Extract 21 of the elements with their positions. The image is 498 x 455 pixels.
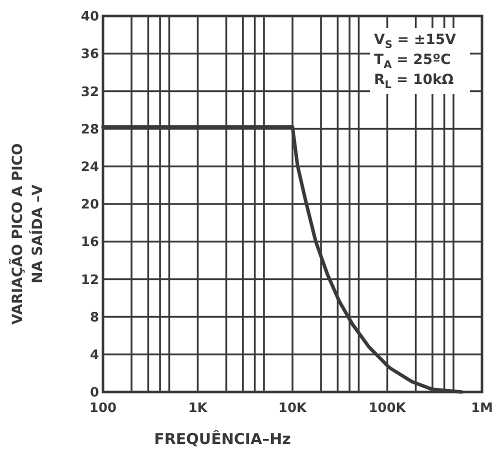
- y-tick-label: 8: [90, 310, 99, 326]
- x-tick-label: 1K: [188, 401, 208, 416]
- y-tick-label: 36: [80, 47, 99, 62]
- y-tick-label: 28: [80, 122, 99, 138]
- y-tick-label: 40: [80, 10, 99, 25]
- y-tick-label: 4: [90, 348, 99, 363]
- y-tick-label: 24: [80, 160, 99, 175]
- y-tick-label: 0: [90, 386, 99, 401]
- y-tick-label: 12: [80, 272, 99, 288]
- x-axis-title: FREQUÊNCIA–Hz: [154, 430, 292, 448]
- y-axis-title: VARIAÇÃO PICO A PICO NA SAÍDA –V: [8, 143, 46, 325]
- x-tick-label: 10K: [278, 401, 308, 416]
- y-tick-label: 32: [80, 84, 99, 100]
- y-tick-label: 20: [80, 198, 99, 213]
- x-tick-label: 100K: [368, 401, 407, 416]
- x-tick-label: 100: [89, 401, 117, 416]
- annotation: T$_{A}$ = 25ºC: [374, 52, 451, 71]
- annotation: V$_{S}$ = ±15V: [374, 32, 456, 51]
- annotation: R$_{L}$ = 10kΩ: [374, 72, 454, 91]
- y-tick-label: 16: [80, 235, 99, 250]
- x-tick-label: 1M: [471, 401, 493, 416]
